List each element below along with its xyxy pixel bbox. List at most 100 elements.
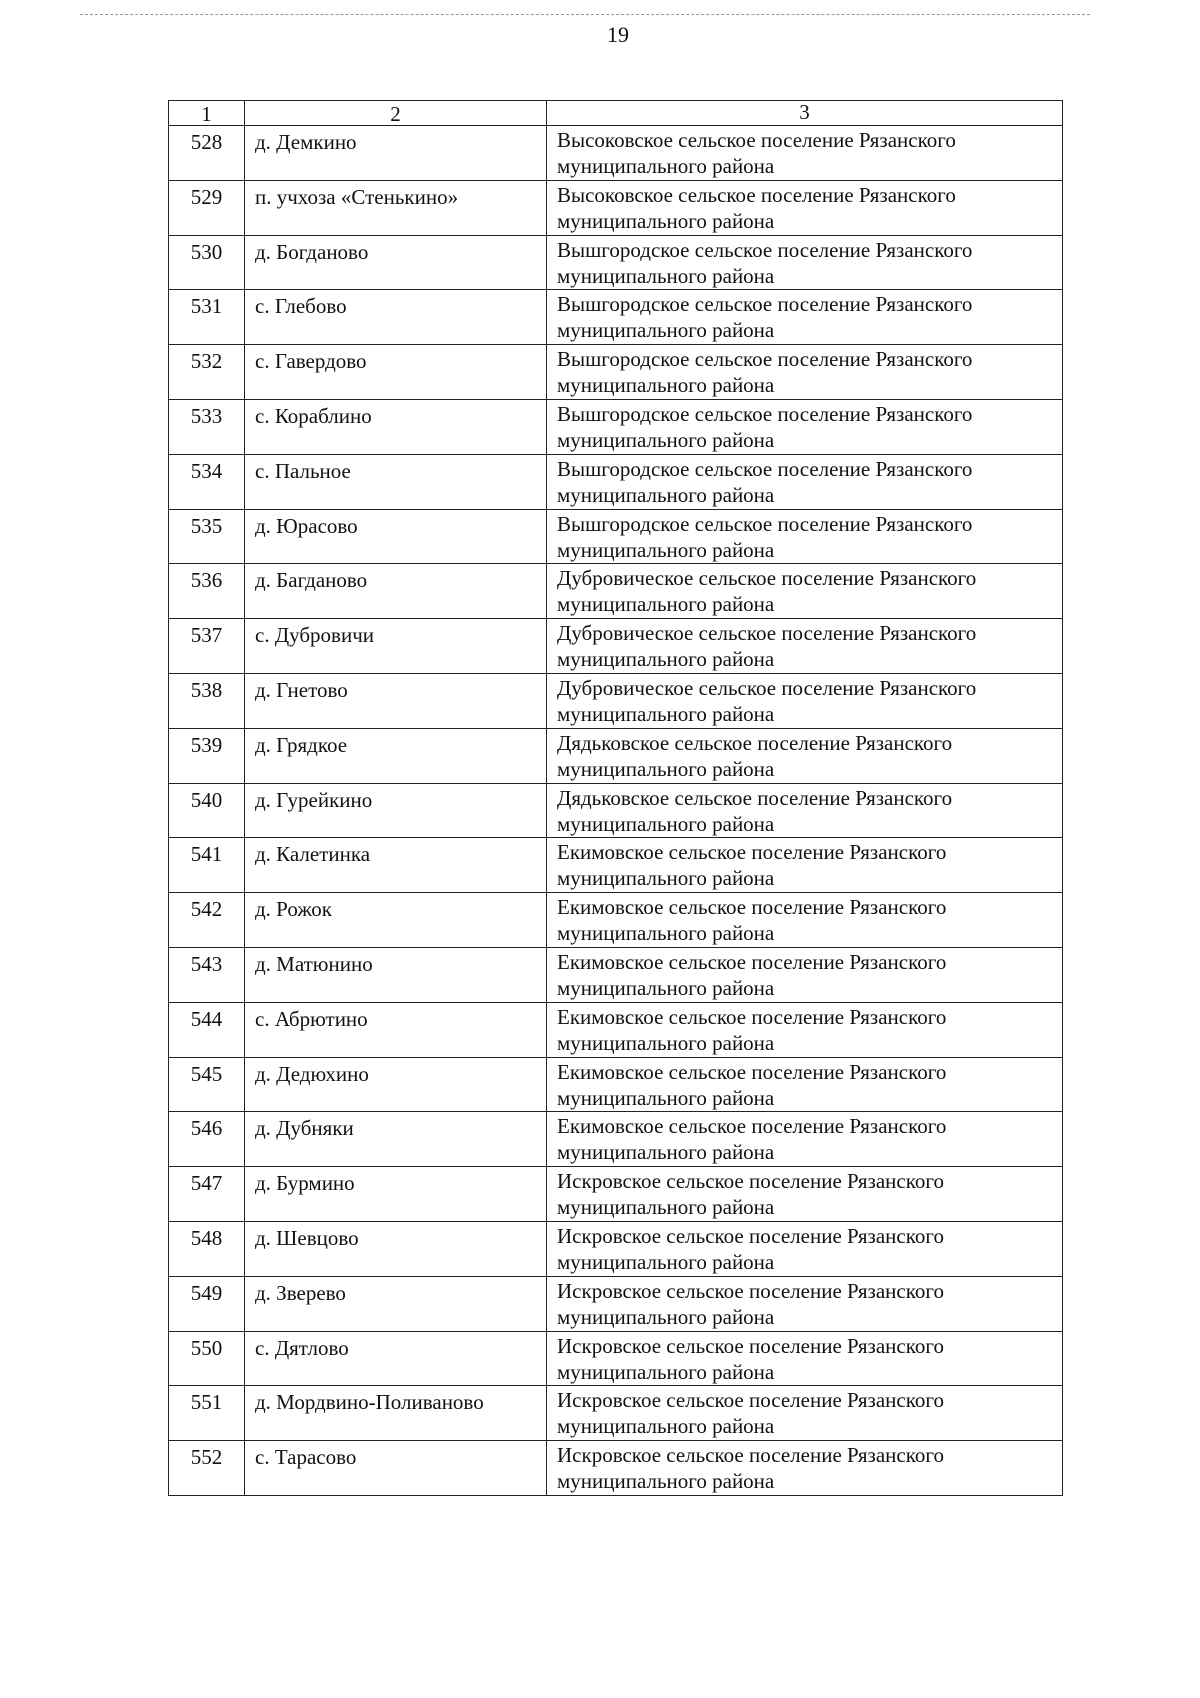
locality-name: д. Гнетово bbox=[244, 672, 547, 729]
row-number: 532 bbox=[168, 344, 245, 400]
table-row: 551 д. Мордвино-Поливаново Искровское сель… bbox=[168, 1385, 1063, 1442]
row-number: 552 bbox=[168, 1440, 245, 1496]
locality-name: с. Глебово bbox=[244, 289, 547, 346]
locality-name: д. Бурмино bbox=[244, 1166, 547, 1222]
row-number: 538 bbox=[168, 672, 245, 729]
row-number: 534 bbox=[168, 453, 245, 510]
table-row: 550 с. Дятлово Искровское сельское поселен… bbox=[168, 1330, 1063, 1387]
locality-name: с. Тарасово bbox=[244, 1440, 547, 1496]
locality-name: д. Дубняки bbox=[244, 1111, 547, 1168]
settlement-name: Дубровическое сельское поселение Рязанск… bbox=[546, 672, 1063, 729]
locality-name: д. Демкино bbox=[244, 125, 547, 181]
row-number: 541 bbox=[168, 837, 245, 894]
settlement-name: Екимовское сельское поселение Рязанского… bbox=[546, 1056, 1063, 1113]
table-row: 547 д. Бурмино Искровское сельское поселен… bbox=[168, 1166, 1063, 1222]
locality-name: д. Юрасово bbox=[244, 508, 547, 565]
settlements-table: 1 2 3 528 д. Демкино Высоковское сельское … bbox=[168, 100, 1063, 1496]
row-number: 540 bbox=[168, 782, 245, 839]
row-number: 547 bbox=[168, 1166, 245, 1222]
row-number: 537 bbox=[168, 618, 245, 674]
settlement-name: Искровское сельское поселение Рязанского… bbox=[546, 1166, 1063, 1222]
row-number: 545 bbox=[168, 1056, 245, 1113]
table-row: 549 д. Зверево Искровское сельское поселен… bbox=[168, 1275, 1063, 1332]
row-number: 536 bbox=[168, 563, 245, 620]
table-row: 528 д. Демкино Высоковское сельское поселе… bbox=[168, 125, 1063, 181]
header-col-3: 3 bbox=[546, 100, 1063, 126]
table-row: 539 д. Грядкое Дядьковское сельское поселе… bbox=[168, 727, 1063, 784]
row-number: 529 bbox=[168, 179, 245, 236]
table-row: 548 д. Шевцово Искровское сельское поселен… bbox=[168, 1220, 1063, 1277]
locality-name: с. Пальное bbox=[244, 453, 547, 510]
settlement-name: Высоковское сельское поселение Рязанског… bbox=[546, 179, 1063, 236]
settlement-name: Вышгородское сельское поселение Рязанско… bbox=[546, 289, 1063, 346]
row-number: 546 bbox=[168, 1111, 245, 1168]
table-row: 536 д. Багданово Дубровическое сельское по… bbox=[168, 563, 1063, 620]
row-number: 543 bbox=[168, 946, 245, 1003]
settlement-name: Вышгородское сельское поселение Рязанско… bbox=[546, 344, 1063, 400]
row-number: 551 bbox=[168, 1385, 245, 1442]
settlement-name: Искровское сельское поселение Рязанского… bbox=[546, 1220, 1063, 1277]
settlement-name: Екимовское сельское поселение Рязанского… bbox=[546, 946, 1063, 1003]
settlement-name: Искровское сельское поселение Рязанского… bbox=[546, 1440, 1063, 1496]
header-col-1: 1 bbox=[168, 100, 245, 126]
table-header-row: 1 2 3 bbox=[168, 100, 1063, 126]
settlement-name: Екимовское сельское поселение Рязанского… bbox=[546, 892, 1063, 948]
locality-name: д. Гурейкино bbox=[244, 782, 547, 839]
row-number: 528 bbox=[168, 125, 245, 181]
settlement-name: Искровское сельское поселение Рязанского… bbox=[546, 1275, 1063, 1332]
table-row: 530 д. Богданово Вышгородское сельское пос… bbox=[168, 234, 1063, 291]
locality-name: д. Богданово bbox=[244, 234, 547, 291]
table-row: 531 с. Глебово Вышгородское сельское посел… bbox=[168, 289, 1063, 346]
locality-name: д. Грядкое bbox=[244, 727, 547, 784]
locality-name: д. Мордвино-Поливаново bbox=[244, 1385, 547, 1442]
table-row: 535 д. Юрасово Вышгородское сельское посел… bbox=[168, 508, 1063, 565]
table-row: 542 д. Рожок Екимовское сельское поселение… bbox=[168, 892, 1063, 948]
table-row: 546 д. Дубняки Екимовское сельское поселен… bbox=[168, 1111, 1063, 1168]
locality-name: с. Абрютино bbox=[244, 1001, 547, 1058]
table-row: 534 с. Пальное Вышгородское сельское посел… bbox=[168, 453, 1063, 510]
row-number: 531 bbox=[168, 289, 245, 346]
locality-name: д. Дедюхино bbox=[244, 1056, 547, 1113]
row-number: 549 bbox=[168, 1275, 245, 1332]
settlement-name: Искровское сельское поселение Рязанского… bbox=[546, 1330, 1063, 1387]
header-col-2: 2 bbox=[244, 100, 547, 126]
table-row: 545 д. Дедюхино Екимовское сельское поселе… bbox=[168, 1056, 1063, 1113]
locality-name: д. Шевцово bbox=[244, 1220, 547, 1277]
settlement-name: Вышгородское сельское поселение Рязанско… bbox=[546, 508, 1063, 565]
row-number: 544 bbox=[168, 1001, 245, 1058]
row-number: 533 bbox=[168, 398, 245, 455]
settlement-name: Искровское сельское поселение Рязанского… bbox=[546, 1385, 1063, 1442]
row-number: 530 bbox=[168, 234, 245, 291]
row-number: 535 bbox=[168, 508, 245, 565]
locality-name: д. Рожок bbox=[244, 892, 547, 948]
locality-name: д. Багданово bbox=[244, 563, 547, 620]
locality-name: п. учхоза «Стенькино» bbox=[244, 179, 547, 236]
row-number: 550 bbox=[168, 1330, 245, 1387]
table-row: 537 с. Дубровичи Дубровическое сельское по… bbox=[168, 618, 1063, 674]
table-row: 529 п. учхоза «Стенькино» Высоковское сель… bbox=[168, 179, 1063, 236]
table-row: 533 с. Кораблино Вышгородское сельское пос… bbox=[168, 398, 1063, 455]
row-number: 548 bbox=[168, 1220, 245, 1277]
settlement-name: Дубровическое сельское поселение Рязанск… bbox=[546, 618, 1063, 674]
locality-name: с. Кораблино bbox=[244, 398, 547, 455]
table-row: 532 с. Гавердово Вышгородское сельское пос… bbox=[168, 344, 1063, 400]
table-row: 538 д. Гнетово Дубровическое сельское посе… bbox=[168, 672, 1063, 729]
settlement-name: Дядьковское сельское поселение Рязанског… bbox=[546, 727, 1063, 784]
settlement-name: Дядьковское сельское поселение Рязанског… bbox=[546, 782, 1063, 839]
locality-name: д. Зверево bbox=[244, 1275, 547, 1332]
row-number: 542 bbox=[168, 892, 245, 948]
settlement-name: Екимовское сельское поселение Рязанского… bbox=[546, 1001, 1063, 1058]
row-number: 539 bbox=[168, 727, 245, 784]
table-row: 544 с. Абрютино Екимовское сельское поселе… bbox=[168, 1001, 1063, 1058]
settlement-name: Дубровическое сельское поселение Рязанск… bbox=[546, 563, 1063, 620]
locality-name: д. Калетинка bbox=[244, 837, 547, 894]
settlement-name: Екимовское сельское поселение Рязанского… bbox=[546, 1111, 1063, 1168]
table-row: 541 д. Калетинка Екимовское сельское посел… bbox=[168, 837, 1063, 894]
settlement-name: Вышгородское сельское поселение Рязанско… bbox=[546, 234, 1063, 291]
locality-name: д. Матюнино bbox=[244, 946, 547, 1003]
table-row: 543 д. Матюнино Екимовское сельское поселе… bbox=[168, 946, 1063, 1003]
locality-name: с. Дубровичи bbox=[244, 618, 547, 674]
settlement-name: Высоковское сельское поселение Рязанског… bbox=[546, 125, 1063, 181]
table-row: 552 с. Тарасово Искровское сельское поселе… bbox=[168, 1440, 1063, 1496]
locality-name: с. Дятлово bbox=[244, 1330, 547, 1387]
